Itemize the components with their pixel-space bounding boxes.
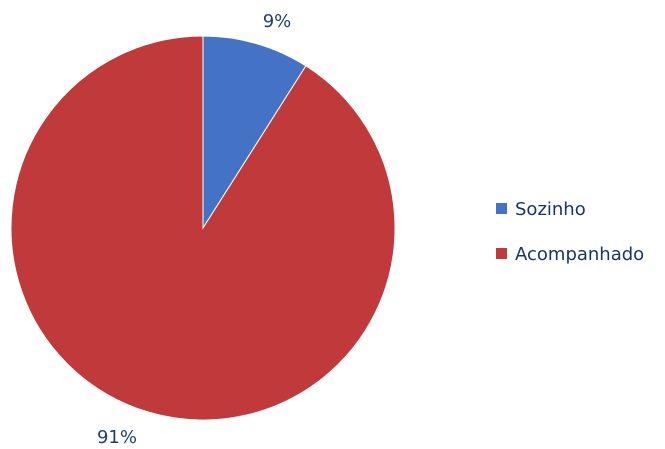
data-label-acompanhado: 91% <box>97 427 137 448</box>
legend: Sozinho Acompanhado <box>496 199 644 265</box>
legend-swatch-sozinho <box>496 203 507 214</box>
pie-slices <box>10 35 396 421</box>
legend-swatch-acompanhado <box>496 248 507 259</box>
legend-label-sozinho: Sozinho <box>515 199 586 220</box>
pie-slice-sozinho <box>202 35 307 230</box>
pie-slice-acompanhado <box>10 35 396 421</box>
data-label-sozinho: 9% <box>263 11 292 32</box>
legend-label-acompanhado: Acompanhado <box>515 244 644 265</box>
